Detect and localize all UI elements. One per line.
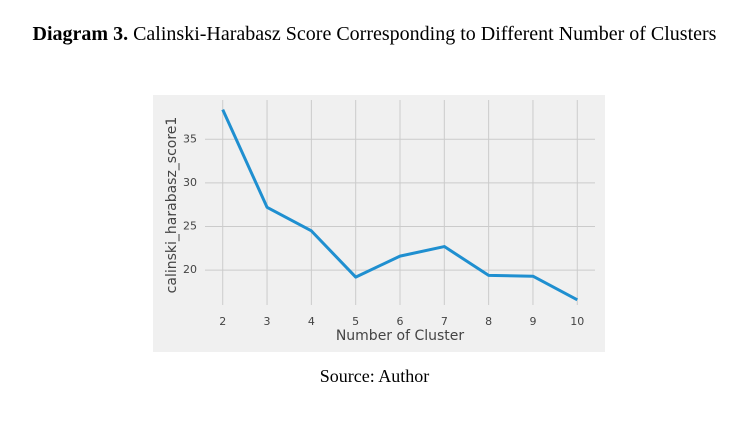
caption-label: Diagram 3. [32,23,129,45]
x-axis-label: Number of Cluster [336,328,465,344]
caption-text: Calinski-Harabasz Score Corresponding to… [133,23,717,45]
x-tick-label: 4 [308,315,315,328]
x-tick-label: 6 [397,315,404,328]
y-tick-label: 20 [183,263,197,276]
x-tick-label: 7 [441,315,448,328]
source: Source: Author [319,366,430,386]
y-axis-label: calinski_harabasz_score1 [164,117,180,294]
figure-background [153,95,605,352]
x-tick-label: 3 [264,315,271,328]
caption: Diagram 3. Calinski-Harabasz Score Corre… [20,22,729,47]
y-tick-label: 25 [183,219,197,232]
x-tick-label: 9 [529,315,536,328]
data-line [221,108,578,302]
y-tick-label: 35 [183,132,197,145]
x-tick-label: 8 [485,315,492,328]
x-tick-label: 2 [219,315,226,328]
y-tick-label: 30 [183,176,197,189]
x-tick-label: 10 [570,315,584,328]
x-tick-label: 5 [352,315,359,328]
